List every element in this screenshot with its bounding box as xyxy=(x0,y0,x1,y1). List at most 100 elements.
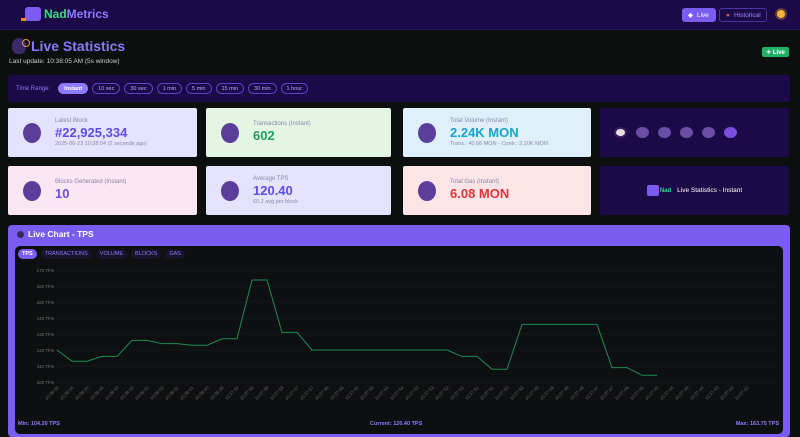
x-tick-label: 10:38:00 xyxy=(194,385,210,401)
stat-title: Transactions (Instant) xyxy=(253,121,311,127)
data-point xyxy=(641,374,643,376)
promo-text: Live Statistics - Instant xyxy=(677,187,743,194)
y-tick-label: 140 TPS xyxy=(37,316,54,321)
page-title: Live Statistics xyxy=(12,38,125,54)
tps-series-line xyxy=(56,279,657,376)
data-point xyxy=(551,324,553,325)
chart-tab[interactable]: GAS xyxy=(165,249,185,259)
x-tick-label: 10:37:44 xyxy=(689,385,705,401)
mascot-icon xyxy=(724,127,737,138)
mascot-icon xyxy=(221,180,239,201)
chart-tab[interactable]: BLOCKS xyxy=(131,249,162,259)
chart-tab[interactable]: TRANSACTIONS xyxy=(40,249,92,259)
mascot-icon xyxy=(221,122,239,143)
stat-title: Total Volume (Instant) xyxy=(450,118,509,124)
x-tick-label: 10:37:51 xyxy=(479,385,495,401)
stat-card: Transactions (Instant) 602 xyxy=(206,108,391,157)
stat-card: Total Gas (Instant) 6.08 MON xyxy=(403,166,591,215)
x-tick-label: 10:38:02 xyxy=(149,385,165,401)
stat-title: Blocks Generated (Instant) xyxy=(55,179,127,185)
chart-tab[interactable]: VOLUME xyxy=(95,249,128,259)
x-tick-label: 10:37:53 xyxy=(419,385,435,401)
data-point xyxy=(206,344,208,346)
x-tick-label: 10:37:55 xyxy=(359,385,375,401)
x-tick-label: 10:38:00 xyxy=(209,385,225,401)
stat-card: Latest Block #22,925,334 2025-06-23 10:38:… xyxy=(8,108,197,157)
brand-logo[interactable]: Nad Metrics xyxy=(21,7,109,21)
data-point xyxy=(296,332,298,333)
logo-icon xyxy=(21,7,41,21)
x-tick-label: 10:37:42 xyxy=(734,385,750,401)
data-point xyxy=(416,349,418,351)
time-range-option[interactable]: Instant xyxy=(58,83,89,94)
x-tick-label: 10:37:54 xyxy=(374,385,390,401)
stat-value: #22,925,334 xyxy=(55,125,128,140)
data-point xyxy=(386,349,388,351)
time-range-option[interactable]: 1 hour xyxy=(280,83,309,94)
stat-card: Total Volume (Instant) 2.24K MON Trans.: 4… xyxy=(403,108,591,157)
x-tick-label: 10:37:43 xyxy=(719,385,735,401)
x-tick-label: 10:37:48 xyxy=(554,385,570,401)
stat-subtext: Trans.: 40.66 MON - Contr.: 2.20K MON xyxy=(450,141,548,147)
stat-value: 120.40 xyxy=(253,183,293,198)
data-point xyxy=(566,324,568,325)
stat-card: Average TPS 120.40 60.2 avg per block xyxy=(206,166,391,215)
chart-max: Max: 163.75 TPS xyxy=(735,421,779,427)
data-point xyxy=(536,324,538,325)
x-tick-label: 10:38:03 xyxy=(119,385,135,401)
chart-title: Live Chart - TPS xyxy=(28,229,94,239)
x-tick-label: 10:37:46 xyxy=(629,385,645,401)
live-chart-panel: Live Chart - TPS TPS TRANSACTIONS VOLUME BL… xyxy=(8,225,790,437)
top-nav: Nad Metrics ◆ Live ● Historical xyxy=(0,0,800,30)
time-range-option[interactable]: 10 sec xyxy=(92,83,121,94)
mascot-banner xyxy=(600,108,789,157)
time-range-option[interactable]: 30 min xyxy=(248,83,277,94)
nav-live-button[interactable]: ◆ Live xyxy=(682,8,716,22)
data-point xyxy=(221,338,223,340)
x-tick-label: 10:37:50 xyxy=(509,385,525,401)
x-tick-label: 10:37:45 xyxy=(644,385,660,401)
x-tick-label: 10:37:59 xyxy=(224,385,240,401)
data-point xyxy=(356,349,358,351)
time-range-option[interactable]: 15 min xyxy=(215,83,245,94)
y-tick-label: 150 TPS xyxy=(37,300,54,305)
data-point xyxy=(86,360,88,362)
data-point xyxy=(461,356,463,357)
x-tick-label: 10:37:51 xyxy=(464,385,480,401)
x-tick-label: 10:37:46 xyxy=(614,385,630,401)
stat-subtext: 2025-06-23 10:38:04 (2 seconds ago) xyxy=(55,141,148,147)
x-tick-label: 10:38:01 xyxy=(179,385,195,401)
data-point xyxy=(341,349,343,351)
chart-tab[interactable]: TPS xyxy=(18,249,37,259)
chart-icon xyxy=(17,230,24,238)
data-point xyxy=(596,324,598,325)
x-tick-label: 10:37:59 xyxy=(239,385,255,401)
mascot-icon xyxy=(658,127,671,138)
x-tick-label: 10:38:01 xyxy=(164,385,180,401)
time-range-label: Time Range: xyxy=(16,85,51,92)
x-tick-label: 10:37:54 xyxy=(389,385,405,401)
x-tick-label: 10:37:52 xyxy=(434,385,450,401)
data-point xyxy=(476,356,478,357)
time-range-option[interactable]: 1 min xyxy=(156,83,183,94)
data-point xyxy=(56,349,58,351)
data-point xyxy=(71,360,73,362)
mascot-icon xyxy=(23,122,41,143)
stat-value: 6.08 MON xyxy=(450,186,510,201)
data-point xyxy=(176,343,178,344)
time-range-option[interactable]: 5 min xyxy=(186,83,212,94)
sun-icon[interactable] xyxy=(777,10,785,18)
data-point xyxy=(446,349,448,351)
data-point xyxy=(491,368,493,370)
x-tick-label: 10:37:56 xyxy=(314,385,330,401)
tps-line-chart: 100 TPS 110 TPS 120 TPS 130 TPS 140 TPS 150 T… xyxy=(37,268,775,401)
x-tick-label: 10:37:48 xyxy=(569,385,585,401)
x-tick-label: 10:37:45 xyxy=(659,385,675,401)
x-tick-label: 10:37:44 xyxy=(674,385,690,401)
stat-title: Total Gas (Instant) xyxy=(450,179,500,185)
x-tick-label: 10:38:04 xyxy=(74,385,90,401)
nav-historical-button[interactable]: ● Historical xyxy=(719,8,767,22)
mascot-icon xyxy=(418,180,436,201)
time-range-option[interactable]: 30 sec xyxy=(124,83,153,94)
x-tick-label: 10:37:53 xyxy=(404,385,420,401)
